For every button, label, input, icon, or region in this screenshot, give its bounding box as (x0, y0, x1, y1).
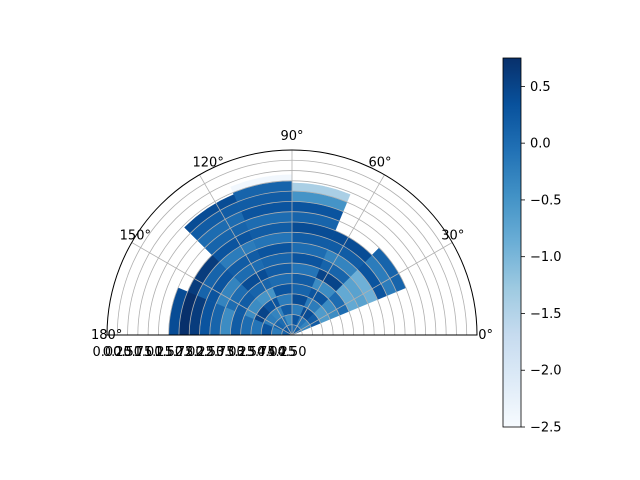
radial-tick-label: 3.75 (247, 345, 276, 360)
radial-tick-label: 4.25 (267, 345, 296, 360)
angular-gridline (131, 242, 293, 336)
radial-tick-label: 4.50 (278, 345, 307, 360)
theta-tick-label: 90° (280, 129, 303, 144)
colorbar-tick-label: −1.5 (530, 307, 562, 322)
theta-tick-labels: 0° 30° 60° 90° 120° 150° 180° (91, 129, 493, 343)
theta-tick-label: 30° (441, 229, 464, 244)
theta-tick-label: 60° (368, 156, 391, 171)
radial-tick-label: 3.00 (216, 345, 245, 360)
angular-gridline (291, 242, 453, 336)
polar-frame (106, 149, 478, 336)
radial-tick-label: 1.75 (164, 345, 193, 360)
colorbar-gradient (502, 57, 522, 428)
colorbar-tick-label: 0.0 (530, 137, 551, 152)
colorbar-tick-label: −0.5 (530, 193, 562, 208)
radial-tick-label: 1.00 (134, 345, 163, 360)
colorbar-tick-label: −2.0 (530, 364, 562, 379)
radial-tick-label: 0.25 (103, 345, 132, 360)
radial-tick-labels: 4.504.254.003.753.503.253.002.752.502.25… (93, 345, 307, 360)
colorbar-tick-label: 0.5 (530, 80, 551, 95)
colorbar-tick-label: −2.5 (530, 421, 562, 436)
radial-tick-label: 4.00 (257, 345, 286, 360)
angular-gridline (199, 174, 293, 336)
radial-tick-label: 0.50 (113, 345, 142, 360)
radial-tick-label: 1.25 (144, 345, 173, 360)
radial-tick-label: 3.50 (236, 345, 265, 360)
theta-tick-label: 0° (478, 328, 493, 343)
radial-tick-label: 0.00 (93, 345, 122, 360)
polar-grid (106, 149, 478, 336)
colorbar-ticks: 0.5 0.0 −0.5 −1.0 −1.5 −2.0 −2.5 (521, 80, 562, 436)
colorbar-tick-label: −1.0 (530, 250, 562, 265)
radial-tick-label: 2.75 (206, 345, 235, 360)
theta-tick-label: 120° (193, 156, 224, 171)
radial-tick-label: 2.50 (195, 345, 224, 360)
heatmap-cells (168, 174, 407, 336)
radial-tick-label: 2.25 (185, 345, 214, 360)
theta-tick-label: 180° (91, 328, 122, 343)
radial-tick-label: 0.75 (123, 345, 152, 360)
radial-tick-label: 1.50 (154, 345, 183, 360)
colorbar: 0.5 0.0 −0.5 −1.0 −1.5 −2.0 −2.5 (502, 57, 562, 436)
angular-gridline (291, 174, 385, 336)
radial-tick-label: 2.00 (175, 345, 204, 360)
radial-tick-label: 3.25 (226, 345, 255, 360)
theta-tick-label: 150° (120, 229, 151, 244)
